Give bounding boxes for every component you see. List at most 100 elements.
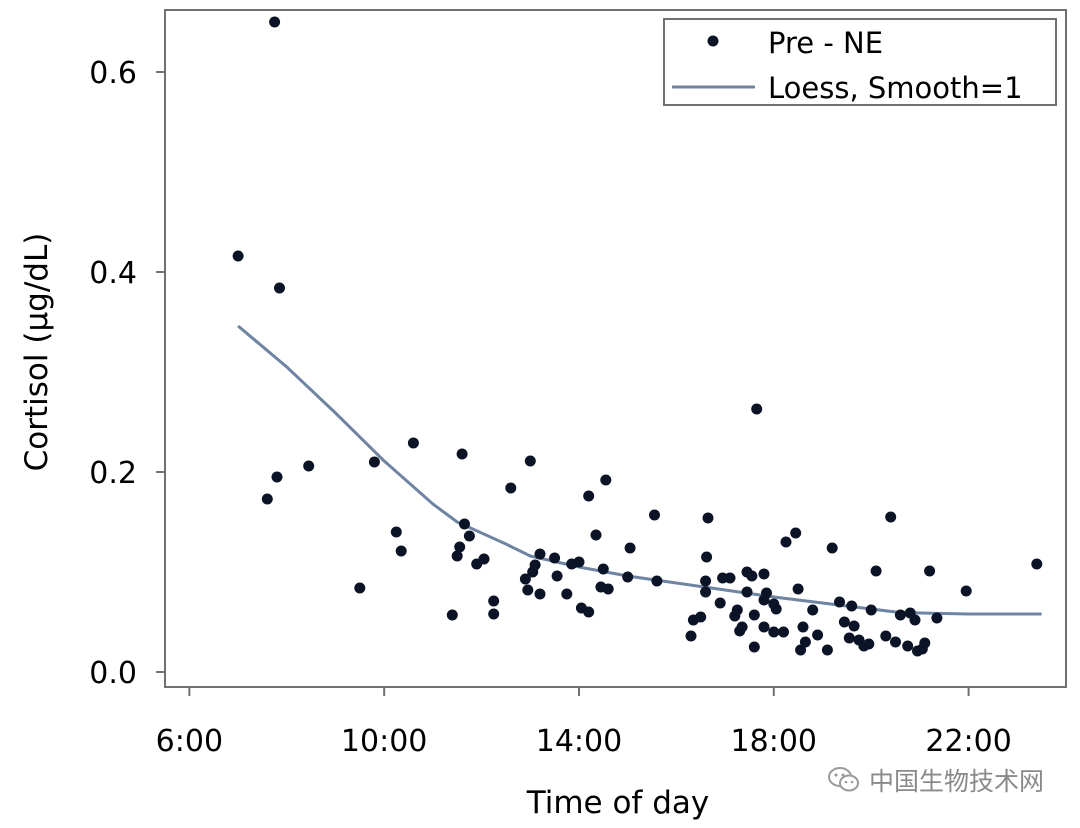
- data-point: [758, 568, 770, 580]
- data-point: [622, 571, 634, 583]
- data-point: [354, 582, 366, 594]
- wechat-icon: [827, 767, 859, 792]
- watermark-text: 中国生物技术网: [868, 767, 1044, 796]
- data-point: [271, 471, 283, 483]
- data-point: [894, 609, 906, 621]
- data-point: [746, 570, 758, 582]
- data-point: [790, 527, 802, 539]
- data-point: [597, 563, 609, 575]
- data-point: [865, 604, 877, 616]
- data-point: [797, 621, 809, 633]
- data-point: [303, 460, 315, 472]
- data-point: [761, 587, 772, 599]
- data-point: [902, 640, 914, 652]
- watermark: 中国生物技术网: [827, 762, 1044, 798]
- data-point: [488, 608, 500, 620]
- data-point: [390, 526, 402, 538]
- data-point: [519, 573, 531, 585]
- x-tick-label: 6:00: [156, 724, 223, 759]
- data-point: [549, 552, 561, 564]
- legend-label-scatter: Pre - NE: [768, 26, 883, 60]
- data-point: [685, 630, 697, 642]
- y-axis: 0.0 0.2 0.4 0.6: [89, 56, 165, 691]
- data-point: [924, 565, 936, 577]
- data-point: [863, 638, 875, 650]
- data-point: [561, 588, 573, 600]
- data-point: [807, 604, 819, 616]
- data-point: [600, 474, 612, 486]
- data-point: [702, 512, 714, 524]
- data-point: [724, 572, 736, 584]
- data-point: [812, 629, 824, 641]
- legend-marker-scatter: [707, 35, 719, 47]
- data-point: [701, 551, 713, 563]
- x-tick-label: 18:00: [731, 724, 817, 759]
- data-point: [799, 636, 811, 648]
- data-point: [885, 511, 897, 523]
- data-point: [624, 542, 636, 554]
- data-point: [748, 609, 760, 621]
- data-point: [751, 403, 763, 415]
- plot-frame: [164, 9, 1067, 688]
- data-point: [456, 448, 468, 460]
- data-point: [651, 575, 663, 587]
- data-point: [590, 529, 602, 541]
- data-point: [770, 603, 782, 615]
- y-tick-label: 0.2: [89, 456, 137, 491]
- data-point: [778, 626, 789, 638]
- data-point: [736, 621, 748, 633]
- data-point: [848, 620, 860, 632]
- data-point: [843, 632, 855, 644]
- x-axis: 6:00 10:00 14:00 18:00 22:00: [156, 687, 1012, 759]
- data-point: [269, 16, 281, 28]
- data-point: [909, 614, 921, 626]
- data-point: [451, 550, 463, 562]
- data-point: [649, 509, 660, 521]
- data-point: [792, 583, 804, 595]
- loess-line: [237, 324, 1042, 616]
- data-point: [731, 604, 743, 616]
- data-point: [795, 644, 807, 656]
- data-point: [780, 536, 792, 548]
- y-axis-title: Cortisol (μg/dL): [19, 233, 55, 472]
- y-tick-label: 0.4: [89, 256, 137, 291]
- data-point: [1031, 558, 1043, 570]
- legend-box: [663, 18, 1057, 106]
- data-point: [583, 490, 595, 502]
- data-point: [232, 250, 244, 262]
- data-point: [960, 585, 972, 597]
- data-point: [261, 493, 273, 505]
- data-point: [522, 584, 534, 596]
- data-point: [821, 644, 833, 656]
- data-point: [446, 609, 458, 621]
- data-point: [524, 455, 536, 467]
- data-point: [870, 565, 882, 577]
- data-point: [846, 600, 858, 612]
- data-point: [748, 641, 760, 653]
- data-point: [488, 595, 500, 607]
- data-point: [463, 530, 475, 542]
- x-tick-label: 22:00: [925, 724, 1011, 759]
- series-layer: [232, 16, 1043, 657]
- data-point: [454, 541, 466, 553]
- data-point: [534, 588, 546, 600]
- data-point: [700, 586, 712, 598]
- y-tick-label: 0.6: [89, 56, 137, 91]
- y-tick-label: 0.0: [89, 656, 137, 691]
- x-axis-title: Time of day: [526, 785, 709, 821]
- data-point: [602, 583, 614, 595]
- data-point: [529, 559, 541, 571]
- data-point: [368, 456, 380, 468]
- legend-label-line: Loess, Smooth=1: [768, 71, 1023, 105]
- data-point: [459, 518, 470, 530]
- data-point: [826, 542, 838, 554]
- data-point: [395, 545, 407, 557]
- data-point: [583, 606, 595, 618]
- legend: Pre - NE Loess, Smooth=1: [663, 18, 1057, 106]
- data-point: [880, 630, 892, 642]
- data-point: [834, 596, 845, 608]
- data-point: [838, 616, 850, 628]
- data-point: [741, 586, 753, 598]
- data-point: [573, 556, 585, 568]
